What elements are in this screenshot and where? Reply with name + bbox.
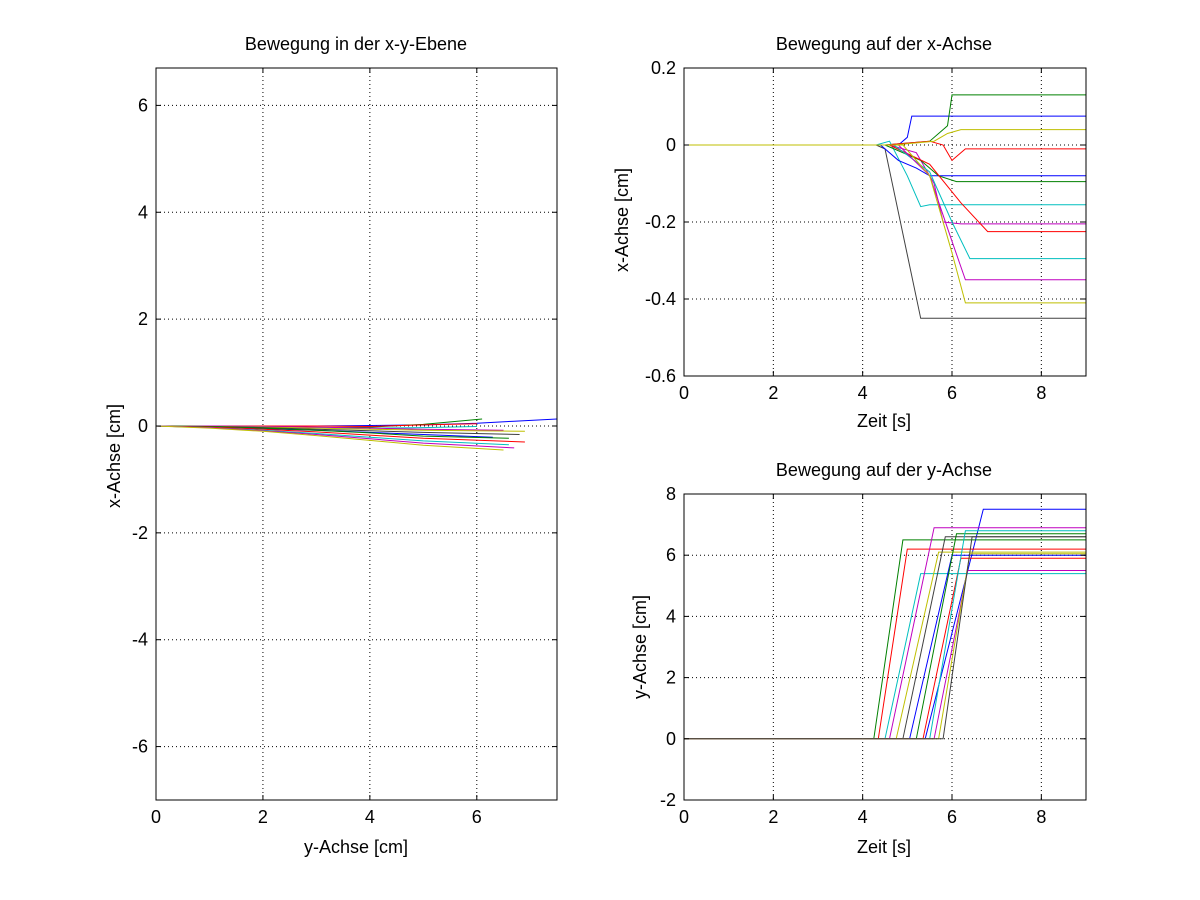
x-tick-label: 2 bbox=[258, 807, 268, 827]
y-axis-label: y-Achse [cm] bbox=[630, 595, 650, 699]
series-line bbox=[155, 425, 504, 451]
series-line bbox=[684, 508, 1086, 740]
axes-frame bbox=[155, 67, 558, 801]
x-axis-label: Zeit [s] bbox=[857, 837, 911, 857]
series-line bbox=[684, 570, 1086, 740]
series-line bbox=[684, 553, 1086, 740]
y-tick-label: 4 bbox=[138, 202, 148, 222]
series-line bbox=[684, 554, 1086, 740]
y-tick-label: 0.2 bbox=[651, 58, 676, 78]
x-axis-label: Zeit [s] bbox=[857, 411, 911, 431]
series-line bbox=[684, 536, 1086, 740]
series-line bbox=[684, 527, 1086, 740]
series-line bbox=[684, 539, 1086, 740]
series-line bbox=[684, 530, 1086, 740]
series-line bbox=[156, 418, 558, 427]
y-tick-label: -6 bbox=[132, 737, 148, 757]
series-line bbox=[684, 551, 1086, 740]
plot-title: Bewegung in der x-y-Ebene bbox=[245, 34, 467, 54]
x-tick-label: 8 bbox=[1036, 807, 1046, 827]
x-tick-label: 4 bbox=[858, 807, 868, 827]
x-tick-label: 0 bbox=[679, 383, 689, 403]
y-tick-label: 2 bbox=[666, 668, 676, 688]
series-line bbox=[684, 144, 1086, 225]
series-line bbox=[155, 425, 509, 439]
series-line bbox=[684, 536, 1086, 740]
y-axis-label: x-Achse [cm] bbox=[612, 168, 632, 272]
x-tick-label: 6 bbox=[472, 807, 482, 827]
plot-title: Bewegung auf der x-Achse bbox=[776, 34, 992, 54]
y-tick-label: 6 bbox=[666, 545, 676, 565]
y-tick-label: 0 bbox=[138, 416, 148, 436]
plot-title: Bewegung auf der y-Achse bbox=[776, 460, 992, 480]
y-tick-label: -4 bbox=[132, 630, 148, 650]
x-tick-label: 4 bbox=[858, 383, 868, 403]
x-tick-label: 8 bbox=[1036, 383, 1046, 403]
x-tick-label: 0 bbox=[151, 807, 161, 827]
y-tick-label: 4 bbox=[666, 606, 676, 626]
y-axis-time-plot: Bewegung auf der y-Achse Zeit [s] y-Achs… bbox=[630, 460, 1087, 857]
x-axis-label: y-Achse [cm] bbox=[304, 837, 408, 857]
y-tick-label: 6 bbox=[138, 95, 148, 115]
y-tick-label: 0 bbox=[666, 135, 676, 155]
y-tick-label: 0 bbox=[666, 729, 676, 749]
y-tick-label: -0.6 bbox=[645, 366, 676, 386]
x-tick-label: 0 bbox=[679, 807, 689, 827]
series-line bbox=[684, 115, 1086, 146]
y-tick-label: -2 bbox=[132, 523, 148, 543]
series-line bbox=[684, 144, 1086, 233]
series-line bbox=[684, 557, 1086, 740]
x-tick-label: 4 bbox=[365, 807, 375, 827]
series-line bbox=[684, 573, 1086, 740]
x-tick-label: 6 bbox=[947, 807, 957, 827]
xy-plane-plot: Bewegung in der x-y-Ebene y-Achse [cm] x… bbox=[104, 34, 558, 857]
y-tick-label: -0.4 bbox=[645, 289, 676, 309]
series-line bbox=[684, 144, 1086, 260]
y-tick-label: -2 bbox=[660, 790, 676, 810]
x-tick-label: 6 bbox=[947, 383, 957, 403]
y-tick-label: 8 bbox=[666, 484, 676, 504]
series-line bbox=[684, 533, 1086, 740]
axes-frame bbox=[683, 493, 1087, 801]
y-tick-label: -0.2 bbox=[645, 212, 676, 232]
y-tick-label: 2 bbox=[138, 309, 148, 329]
series-line bbox=[684, 144, 1086, 304]
x-axis-time-plot: Bewegung auf der x-Achse Zeit [s] x-Achs… bbox=[612, 34, 1087, 431]
series-line bbox=[684, 94, 1086, 146]
x-tick-label: 2 bbox=[768, 807, 778, 827]
series-line bbox=[684, 548, 1086, 740]
series-line bbox=[684, 144, 1086, 281]
x-tick-label: 2 bbox=[768, 383, 778, 403]
y-axis-label: x-Achse [cm] bbox=[104, 404, 124, 508]
